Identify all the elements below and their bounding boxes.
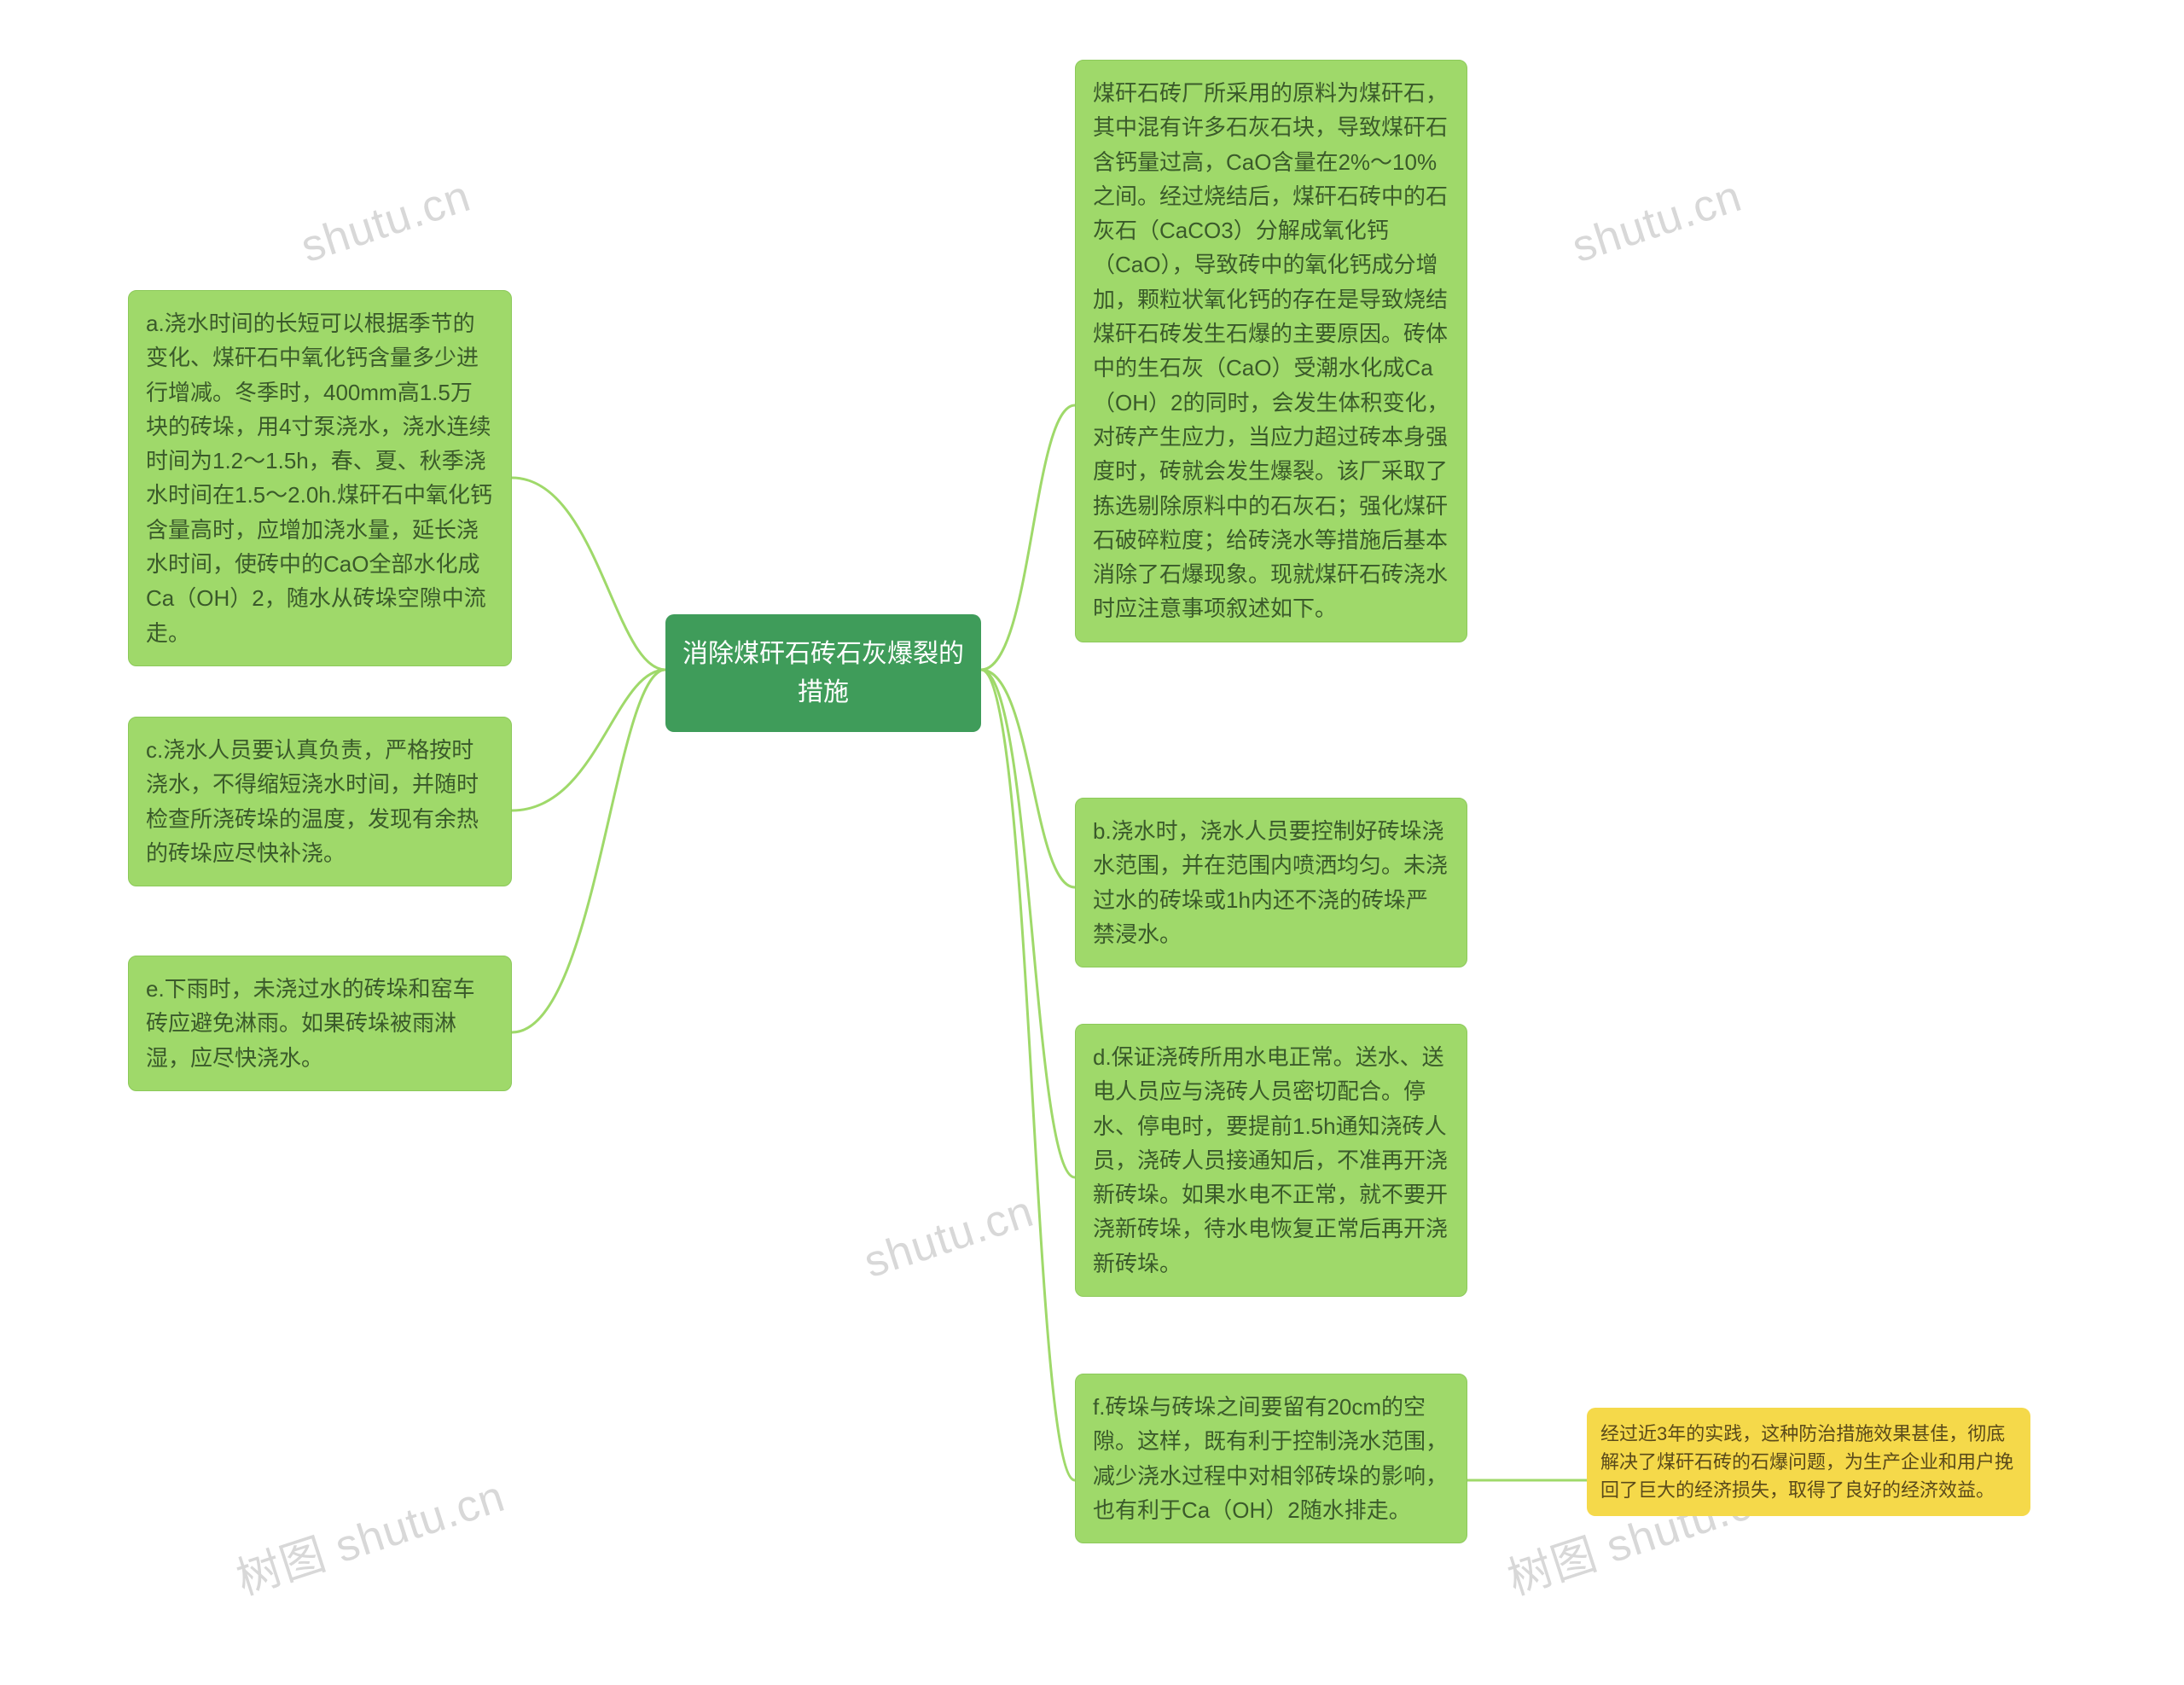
- watermark: shutu.cn: [858, 1186, 1040, 1288]
- node-d-text: d.保证浇砖所用水电正常。送水、送电人员应与浇砖人员密切配合。停水、停电时，要提…: [1093, 1044, 1448, 1276]
- watermark: shutu.cn: [295, 171, 477, 273]
- node-e: e.下雨时，未浇过水的砖垛和窑车砖应避免淋雨。如果砖垛被雨淋湿，应尽快浇水。: [128, 956, 512, 1091]
- center-node: 消除煤矸石砖石灰爆裂的 措施: [665, 614, 981, 732]
- watermark: 树图 shutu.cn: [227, 1460, 511, 1607]
- node-note: 经过近3年的实践，这种防治措施效果甚佳，彻底解决了煤矸石砖的石爆问题，为生产企业…: [1587, 1408, 2030, 1516]
- node-f: f.砖垛与砖垛之间要留有20cm的空隙。这样，既有利于控制浇水范围，减少浇水过程…: [1075, 1374, 1467, 1543]
- node-intro-text: 煤矸石砖厂所采用的原料为煤矸石，其中混有许多石灰石块，导致煤矸石含钙量过高，Ca…: [1093, 80, 1449, 621]
- node-c: c.浇水人员要认真负责，严格按时浇水，不得缩短浇水时间，并随时检查所浇砖垛的温度…: [128, 717, 512, 886]
- node-d: d.保证浇砖所用水电正常。送水、送电人员应与浇砖人员密切配合。停水、停电时，要提…: [1075, 1024, 1467, 1297]
- mindmap-canvas: shutu.cn shutu.cn shutu.cn 树图 shutu.cn 树…: [0, 0, 2184, 1685]
- watermark: shutu.cn: [1566, 171, 1748, 273]
- center-title: 消除煤矸石砖石灰爆裂的 措施: [681, 635, 966, 712]
- node-b-text: b.浇水时，浇水人员要控制好砖垛浇水范围，并在范围内喷洒均匀。未浇过水的砖垛或1…: [1093, 818, 1448, 947]
- node-b: b.浇水时，浇水人员要控制好砖垛浇水范围，并在范围内喷洒均匀。未浇过水的砖垛或1…: [1075, 798, 1467, 967]
- node-intro: 煤矸石砖厂所采用的原料为煤矸石，其中混有许多石灰石块，导致煤矸石含钙量过高，Ca…: [1075, 60, 1467, 642]
- node-a: a.浇水时间的长短可以根据季节的变化、煤矸石中氧化钙含量多少进行增减。冬季时，4…: [128, 290, 512, 666]
- node-e-text: e.下雨时，未浇过水的砖垛和窑车砖应避免淋雨。如果砖垛被雨淋湿，应尽快浇水。: [146, 976, 475, 1071]
- node-a-text: a.浇水时间的长短可以根据季节的变化、煤矸石中氧化钙含量多少进行增减。冬季时，4…: [146, 311, 492, 646]
- node-c-text: c.浇水人员要认真负责，严格按时浇水，不得缩短浇水时间，并随时检查所浇砖垛的温度…: [146, 737, 479, 866]
- node-f-text: f.砖垛与砖垛之间要留有20cm的空隙。这样，既有利于控制浇水范围，减少浇水过程…: [1093, 1394, 1448, 1523]
- node-note-text: 经过近3年的实践，这种防治措施效果甚佳，彻底解决了煤矸石砖的石爆问题，为生产企业…: [1600, 1423, 2013, 1501]
